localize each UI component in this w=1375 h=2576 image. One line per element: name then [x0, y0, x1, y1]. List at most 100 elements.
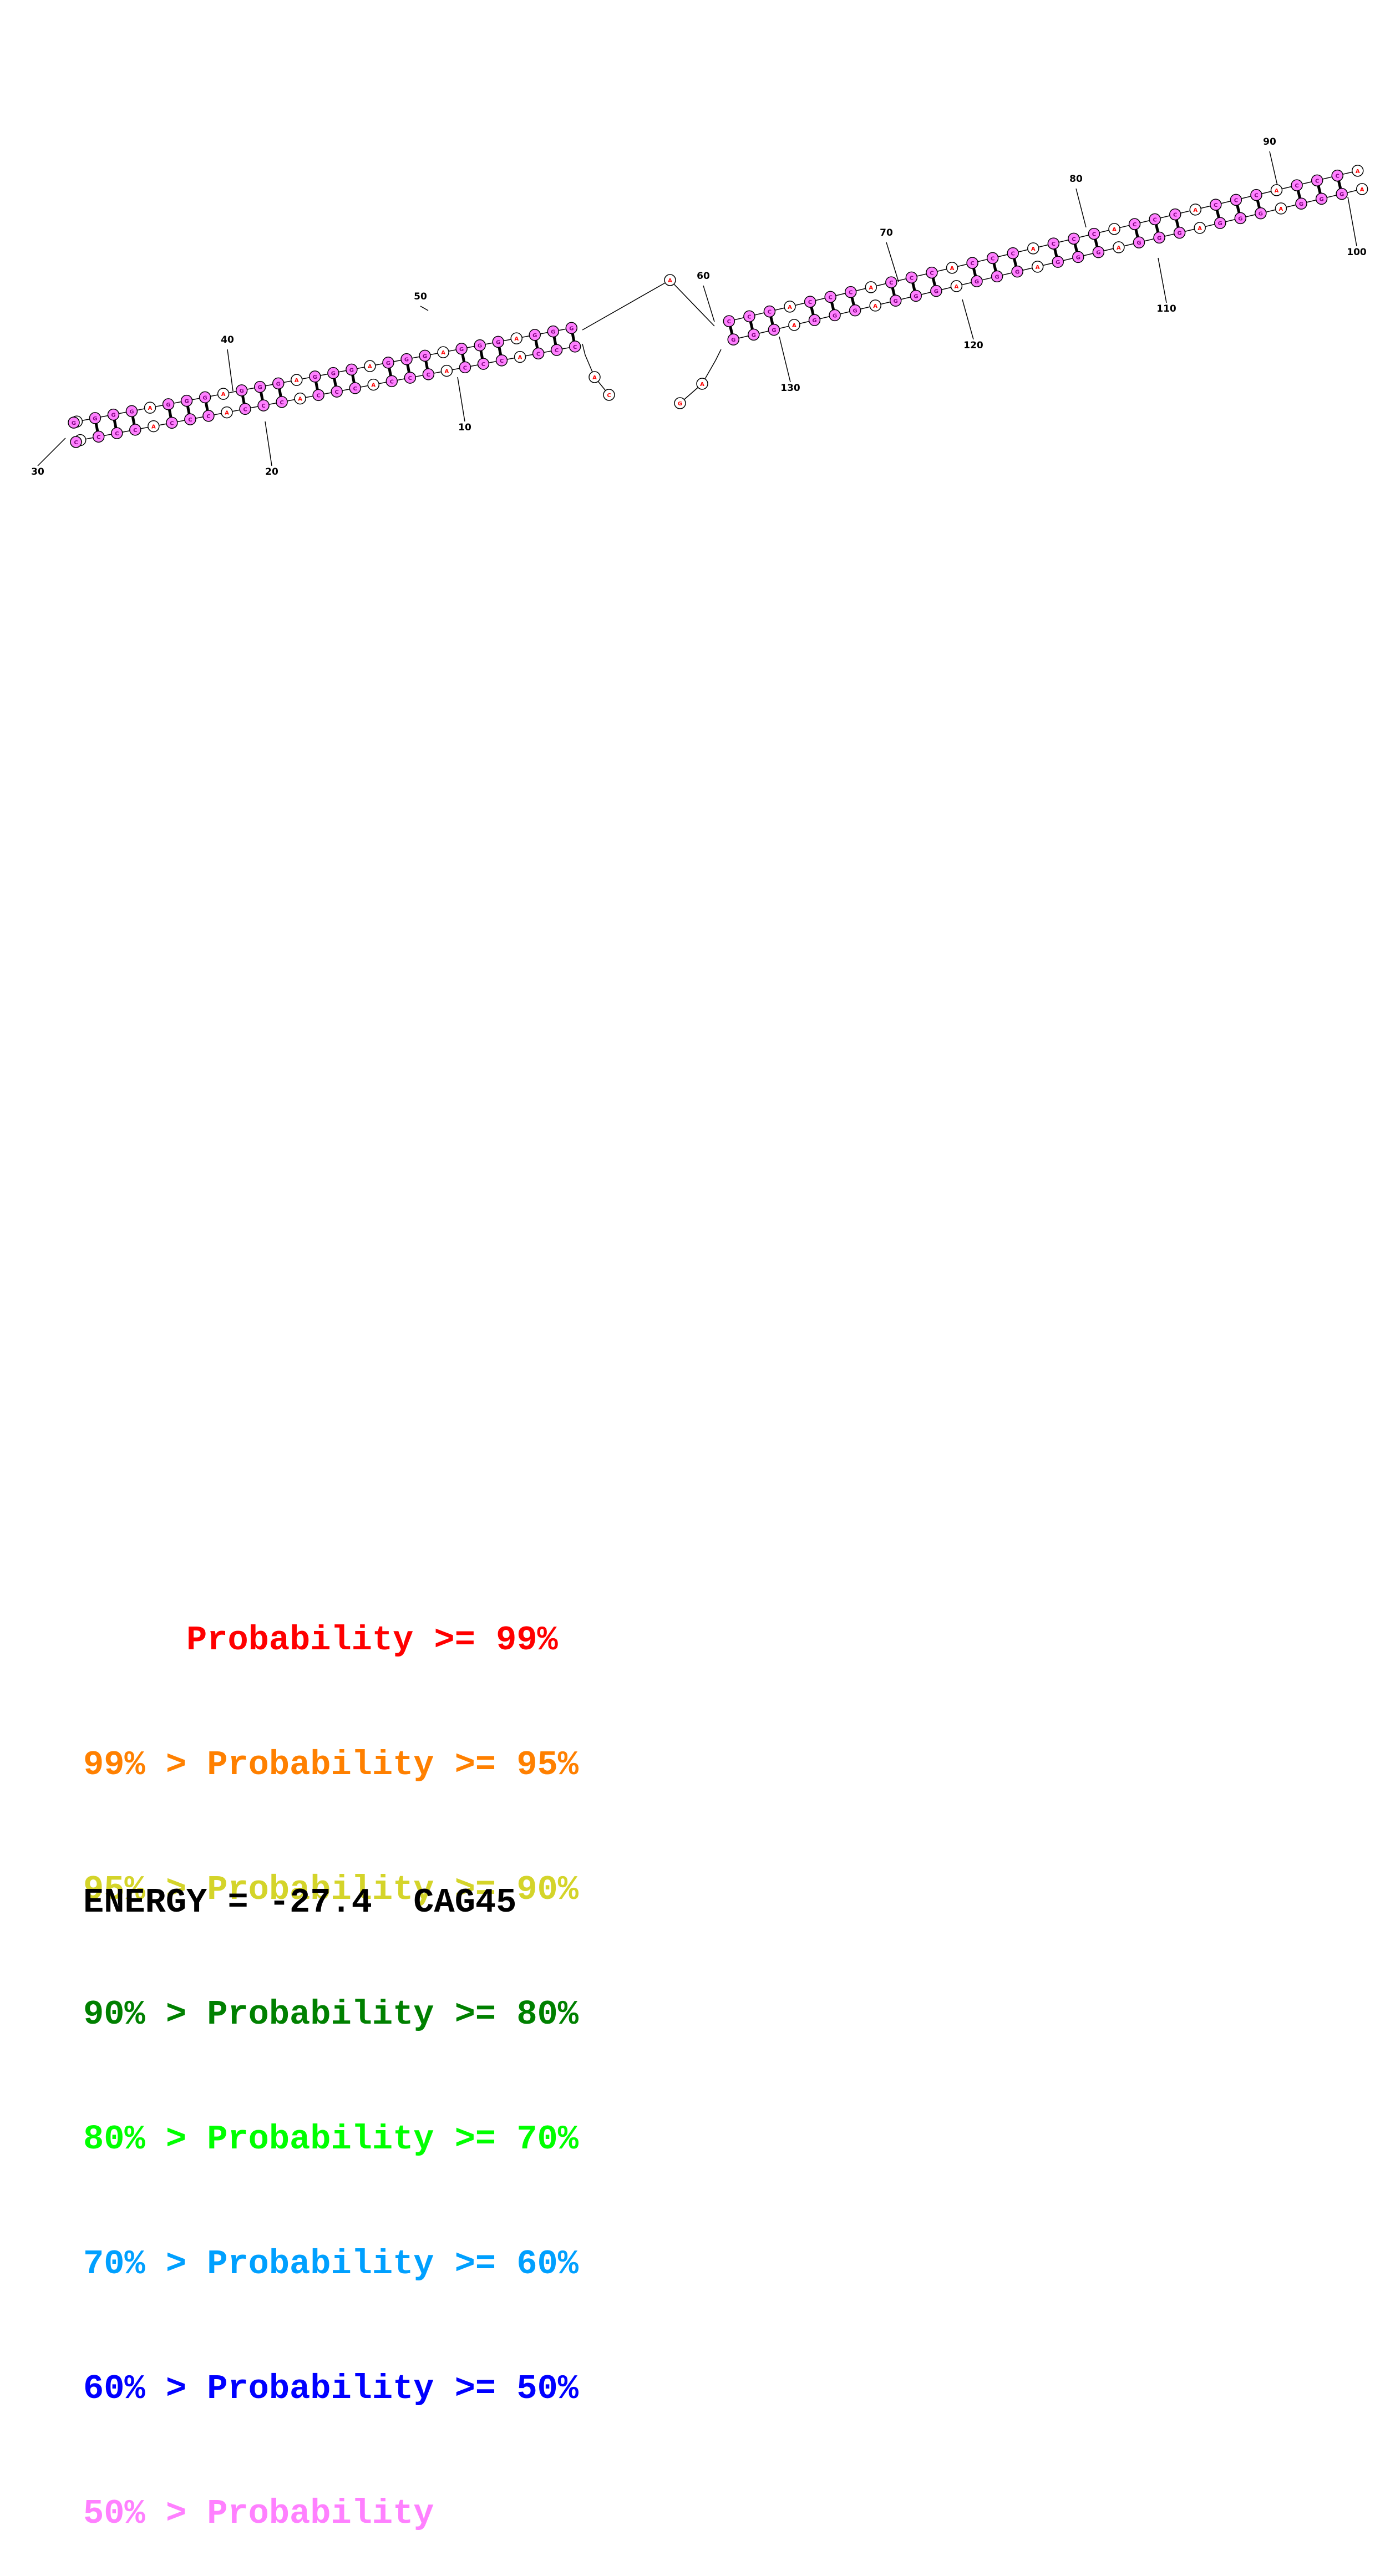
paired-nucleotide: G [1234, 212, 1247, 225]
svg-text:A: A [700, 382, 704, 388]
position-leader [1269, 151, 1279, 191]
svg-text:A: A [1031, 246, 1036, 252]
svg-text:C: C [97, 434, 100, 440]
svg-text:G: G [532, 333, 537, 339]
unpaired-nucleotide: A [1031, 261, 1044, 273]
paired-nucleotide: G [1092, 246, 1105, 258]
position-leader [265, 421, 272, 466]
svg-text:G: G [678, 401, 682, 407]
paired-nucleotide: C [763, 305, 776, 318]
position-label: 130 [780, 383, 800, 394]
svg-text:A: A [1193, 207, 1198, 214]
svg-text:C: C [243, 407, 247, 413]
paired-nucleotide: G [1072, 251, 1084, 263]
position-leader [703, 285, 715, 322]
svg-text:G: G [1076, 255, 1080, 261]
paired-nucleotide: C [312, 389, 324, 402]
svg-text:C: C [316, 393, 320, 399]
paired-nucleotide: C [550, 344, 563, 356]
paired-nucleotide: G [89, 412, 102, 424]
paired-nucleotide: C [1149, 213, 1161, 226]
svg-text:A: A [1036, 265, 1040, 271]
paired-nucleotide: C [276, 396, 288, 408]
position-label: 20 [265, 466, 278, 477]
paired-nucleotide: C [1088, 227, 1100, 240]
paired-nucleotide: G [829, 309, 841, 322]
svg-text:G: G [1096, 250, 1100, 256]
paired-nucleotide: G [1315, 192, 1328, 205]
svg-text:A: A [445, 369, 449, 375]
svg-text:G: G [812, 318, 816, 324]
paired-nucleotide: C [404, 372, 417, 384]
paired-nucleotide: G [68, 416, 80, 429]
svg-text:A: A [368, 364, 372, 370]
svg-text:C: C [828, 294, 832, 301]
paired-nucleotide: G [768, 323, 780, 336]
legend-row-95: 99% > Probability >= 95% [83, 1745, 579, 1785]
unpaired-nucleotide: A [788, 319, 800, 331]
unpaired-nucleotide: A [1113, 241, 1125, 253]
svg-text:A: A [514, 336, 519, 342]
paired-nucleotide: G [1011, 265, 1023, 278]
svg-text:A: A [1112, 227, 1117, 233]
svg-text:C: C [390, 379, 394, 385]
legend-row-60: 70% > Probability >= 60% [83, 2244, 579, 2284]
paired-nucleotide: G [455, 343, 468, 355]
svg-text:G: G [853, 308, 858, 314]
svg-text:G: G [833, 313, 837, 319]
svg-text:C: C [1092, 232, 1096, 238]
position-leader [420, 306, 429, 311]
paired-nucleotide: G [180, 394, 193, 407]
svg-text:C: C [930, 271, 933, 277]
paired-nucleotide: G [1173, 226, 1186, 239]
svg-text:C: C [353, 386, 357, 392]
svg-text:C: C [808, 299, 812, 306]
svg-text:A: A [950, 266, 955, 272]
svg-text:C: C [188, 417, 192, 423]
svg-text:G: G [258, 385, 262, 391]
svg-text:C: C [408, 375, 412, 382]
unpaired-nucleotide: A [1108, 223, 1120, 235]
paired-nucleotide: G [910, 289, 922, 302]
paired-nucleotide: G [565, 322, 578, 334]
svg-text:A: A [518, 355, 522, 361]
legend-row-50: 60% > Probability >= 50% [83, 2369, 579, 2409]
position-label: 70 [880, 227, 893, 238]
paired-nucleotide: C [1047, 237, 1060, 250]
unpaired-nucleotide: A [869, 299, 881, 312]
nucleotide-layer: G C G C G C A A G C G C G C A A G C G C G C A A G C G C G C A A G C G C G C A A… [68, 165, 1368, 448]
paired-nucleotide: C [92, 430, 105, 443]
position-leader [1347, 196, 1357, 247]
position-leader [1158, 257, 1167, 303]
svg-text:A: A [873, 303, 877, 309]
rna-structure-diagram: G C G C G C A A G C G C G C A A G C G C G C A A G C G C G C A A G C G C G C A A… [31, 136, 1368, 477]
svg-text:G: G [202, 395, 207, 401]
svg-text:G: G [731, 337, 735, 343]
unpaired-nucleotide: A [367, 378, 379, 391]
paired-nucleotide: G [400, 353, 413, 365]
svg-text:A: A [148, 405, 153, 411]
position-leader [779, 336, 791, 383]
svg-text:A: A [592, 375, 597, 381]
paired-nucleotide: G [199, 391, 211, 404]
svg-text:G: G [276, 381, 281, 387]
svg-text:C: C [261, 403, 265, 409]
position-label: 30 [31, 466, 44, 477]
svg-text:C: C [607, 393, 611, 399]
svg-text:G: G [496, 339, 500, 346]
svg-text:A: A [298, 397, 302, 403]
svg-text:A: A [869, 285, 873, 291]
svg-text:A: A [1198, 226, 1202, 232]
paired-nucleotide: G [748, 328, 760, 341]
svg-text:C: C [74, 440, 78, 446]
paired-nucleotide: C [743, 310, 755, 323]
svg-text:C: C [1315, 178, 1319, 184]
svg-text:C: C [1173, 212, 1177, 219]
position-leader-layer [37, 151, 1357, 466]
svg-text:A: A [151, 424, 156, 430]
svg-text:C: C [206, 414, 210, 420]
svg-text:G: G [331, 371, 336, 377]
svg-text:G: G [1056, 260, 1060, 266]
paired-nucleotide: G [971, 275, 983, 287]
paired-nucleotide: G [1153, 231, 1165, 244]
